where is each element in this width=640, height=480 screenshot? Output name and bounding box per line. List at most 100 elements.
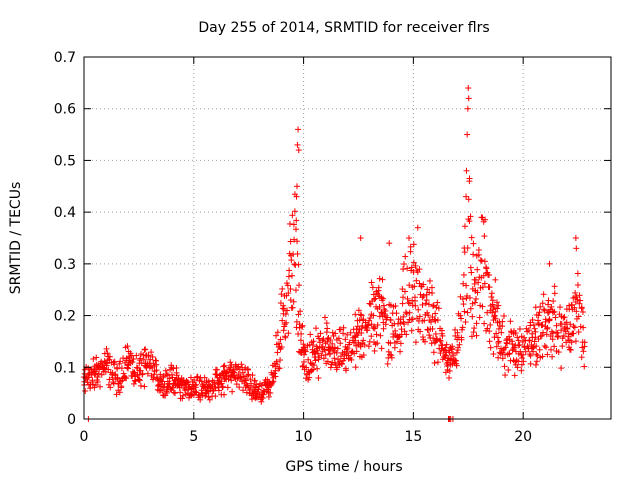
data-point <box>443 341 450 348</box>
data-point <box>573 293 580 300</box>
data-point <box>142 346 149 353</box>
data-point <box>401 288 408 295</box>
data-point <box>404 295 411 302</box>
data-point <box>428 318 435 325</box>
data-point <box>514 334 521 341</box>
data-point <box>150 374 157 381</box>
data-point <box>466 218 473 225</box>
data-point <box>525 327 532 334</box>
data-point <box>93 354 100 361</box>
data-point <box>334 345 341 352</box>
data-point <box>303 364 310 371</box>
data-point <box>282 311 289 318</box>
data-point <box>407 248 414 255</box>
data-point <box>403 331 410 338</box>
data-point <box>467 213 474 220</box>
data-point <box>368 321 375 328</box>
data-point <box>212 393 219 400</box>
data-point <box>555 333 562 340</box>
data-point <box>296 282 303 289</box>
data-point <box>429 325 436 332</box>
data-point <box>373 331 380 338</box>
data-point <box>267 389 274 396</box>
chart-title: Day 255 of 2014, SRMTID for receiver flr… <box>198 20 489 36</box>
data-point <box>278 291 285 298</box>
data-point <box>400 294 407 301</box>
data-point <box>231 369 238 376</box>
data-point <box>378 309 385 316</box>
data-point <box>468 333 475 340</box>
data-point <box>292 287 299 294</box>
data-point-peak <box>572 235 579 241</box>
data-point <box>428 340 435 347</box>
data-point <box>416 266 423 273</box>
data-point <box>453 362 460 369</box>
data-point <box>397 348 404 355</box>
data-point <box>292 226 299 233</box>
data-point <box>537 303 544 310</box>
data-point <box>367 315 374 322</box>
data-point <box>274 329 281 336</box>
data-point <box>260 391 267 398</box>
data-point <box>327 337 334 344</box>
data-point <box>521 334 528 341</box>
data-point <box>468 234 475 241</box>
data-point <box>139 370 146 377</box>
data-point <box>322 351 329 358</box>
x-tick-label: 20 <box>514 429 532 445</box>
data-point <box>258 398 265 405</box>
data-point <box>319 337 326 344</box>
data-point <box>238 361 245 368</box>
data-point <box>287 286 294 293</box>
data-point <box>376 275 383 282</box>
data-point <box>199 392 206 399</box>
data-point <box>542 318 549 325</box>
data-point <box>488 293 495 300</box>
data-point <box>517 348 524 355</box>
data-point <box>211 381 218 388</box>
data-point <box>379 276 386 283</box>
data-point <box>85 365 92 372</box>
data-point <box>504 340 511 347</box>
data-point <box>290 221 297 228</box>
data-point <box>399 300 406 307</box>
data-point <box>97 383 104 390</box>
data-point <box>520 351 527 358</box>
data-point <box>163 386 170 393</box>
data-point-peak <box>573 245 580 252</box>
data-point <box>309 342 316 349</box>
data-point <box>469 313 476 320</box>
data-point <box>491 304 498 311</box>
data-point <box>449 343 456 350</box>
data-point <box>130 356 137 363</box>
data-point-peak <box>478 214 485 221</box>
data-point <box>315 374 322 381</box>
x-tick-label: 0 <box>80 429 89 445</box>
data-point <box>352 311 359 318</box>
data-point <box>491 312 498 319</box>
data-point <box>574 270 581 277</box>
data-point <box>401 328 408 335</box>
data-point <box>466 294 473 301</box>
data-point <box>309 366 316 373</box>
data-point <box>293 217 300 224</box>
data-point <box>499 355 506 362</box>
data-point <box>103 345 110 352</box>
data-point <box>539 353 546 360</box>
data-point <box>242 377 249 384</box>
data-point <box>572 289 579 296</box>
data-point <box>162 367 169 374</box>
data-point <box>430 349 437 356</box>
data-point <box>230 366 237 373</box>
data-point <box>434 299 441 306</box>
data-point <box>559 343 566 350</box>
data-point <box>518 361 525 368</box>
data-point <box>215 387 222 394</box>
x-axis-label: GPS time / hours <box>285 459 402 475</box>
data-point <box>557 304 564 311</box>
data-point <box>137 367 144 374</box>
data-point <box>168 362 175 369</box>
data-point-peak <box>466 178 473 185</box>
data-point <box>276 365 283 372</box>
data-point <box>111 361 118 368</box>
